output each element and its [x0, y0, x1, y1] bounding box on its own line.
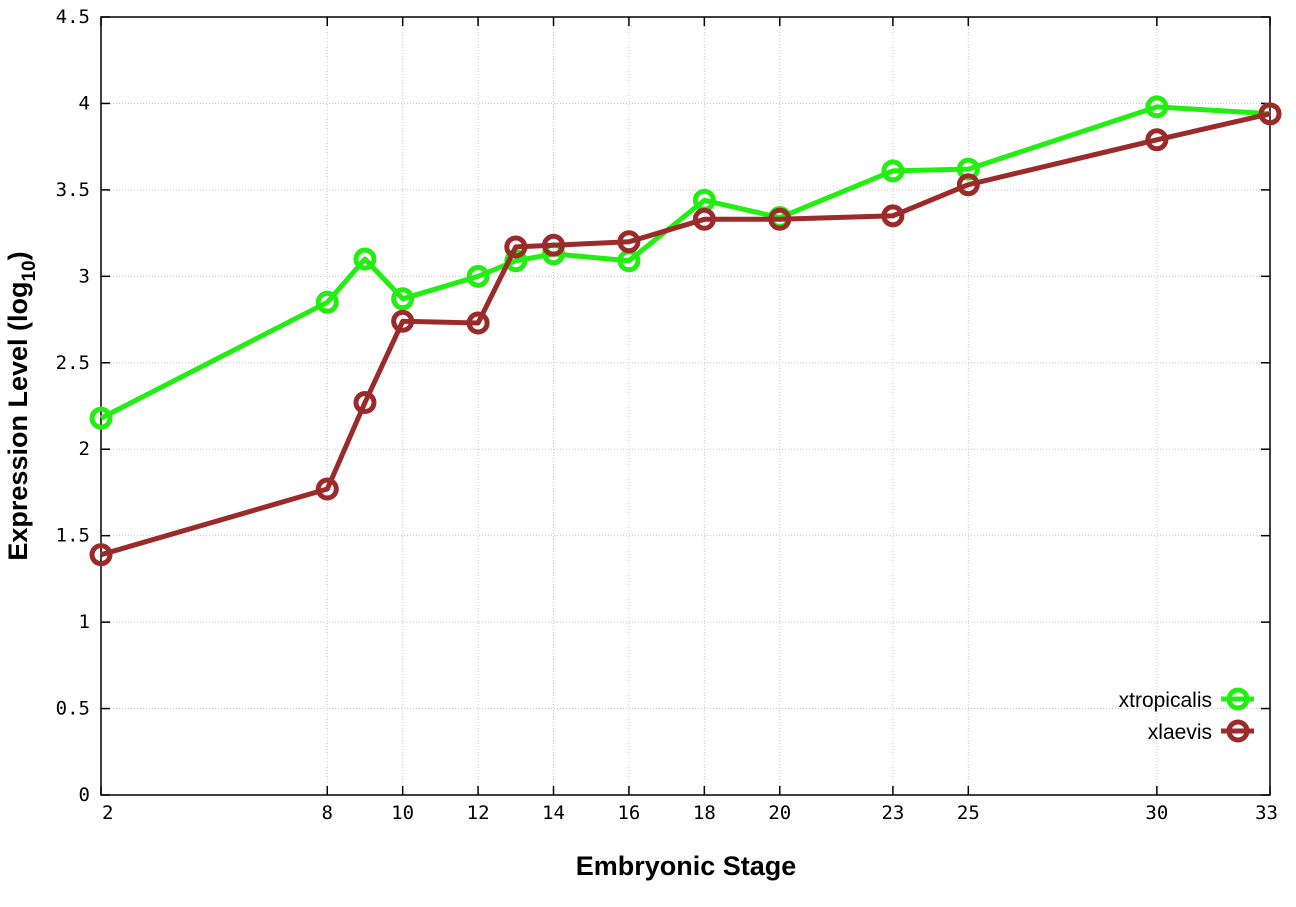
y-tick-label: 2.5	[56, 352, 90, 374]
y-axis-title: Expression Level (log10)	[3, 251, 40, 560]
x-tick-label: 23	[881, 802, 904, 824]
data-point	[617, 230, 641, 254]
legend-label: xlaevis	[1148, 721, 1212, 744]
series-layer	[89, 95, 1282, 567]
data-point	[768, 207, 792, 231]
x-tick-label: 14	[542, 802, 565, 824]
x-tick-label: 16	[617, 802, 640, 824]
y-tick-label: 4	[79, 92, 90, 114]
x-axis-title: Embryonic Stage	[576, 851, 797, 881]
data-point	[391, 309, 415, 333]
data-point	[542, 233, 566, 257]
y-tick-label: 1.5	[56, 525, 90, 547]
data-point	[315, 290, 339, 314]
data-point	[504, 235, 528, 259]
y-tick-label: 2	[79, 438, 90, 460]
plot-frame	[100, 16, 1271, 796]
legend-label: xtropicalis	[1119, 689, 1212, 712]
x-tick-label: 12	[467, 802, 490, 824]
x-tick-label: 33	[1255, 802, 1278, 824]
axis-ticks: 0 0.5 1 1.5 2 2.5 3 3.5 4 4.5 2 8 10 12 14 16 18 20 23 25 30…	[56, 6, 1278, 824]
data-point	[315, 477, 339, 501]
data-point	[1145, 95, 1169, 119]
x-tick-label: 10	[391, 802, 414, 824]
y-tick-label: 0.5	[56, 698, 90, 720]
legend: xtropicalis xlaevis	[1119, 687, 1254, 744]
data-point	[692, 207, 716, 231]
x-tick-label: 8	[322, 802, 333, 824]
legend-marker	[1226, 687, 1250, 711]
data-point	[956, 173, 980, 197]
y-tick-label: 4.5	[56, 6, 90, 28]
data-point	[881, 159, 905, 183]
legend-marker	[1226, 719, 1250, 743]
x-tick-label: 18	[693, 802, 716, 824]
y-tick-label: 3.5	[56, 179, 90, 201]
y-axis-title-close: )	[3, 251, 33, 260]
data-point	[1145, 128, 1169, 152]
grid	[101, 17, 1270, 795]
data-point	[89, 406, 113, 430]
y-axis-title-subscript: 10	[19, 260, 40, 281]
data-point	[466, 264, 490, 288]
series-xtropicalis	[89, 95, 1282, 430]
x-tick-label: 2	[102, 802, 113, 824]
data-point	[881, 204, 905, 228]
y-tick-label: 1	[79, 611, 90, 633]
data-point	[353, 247, 377, 271]
data-point	[1258, 102, 1282, 126]
data-point	[466, 311, 490, 335]
data-point	[89, 543, 113, 567]
x-tick-label: 25	[957, 802, 980, 824]
data-point	[391, 287, 415, 311]
data-point	[353, 391, 377, 415]
x-tick-label: 30	[1145, 802, 1168, 824]
y-tick-label: 3	[79, 265, 90, 287]
x-tick-label: 20	[768, 802, 791, 824]
series-xlaevis	[89, 102, 1282, 567]
y-tick-label: 0	[79, 784, 90, 806]
y-axis-title-main: Expression Level (log	[3, 282, 33, 561]
series-line	[100, 111, 1271, 558]
